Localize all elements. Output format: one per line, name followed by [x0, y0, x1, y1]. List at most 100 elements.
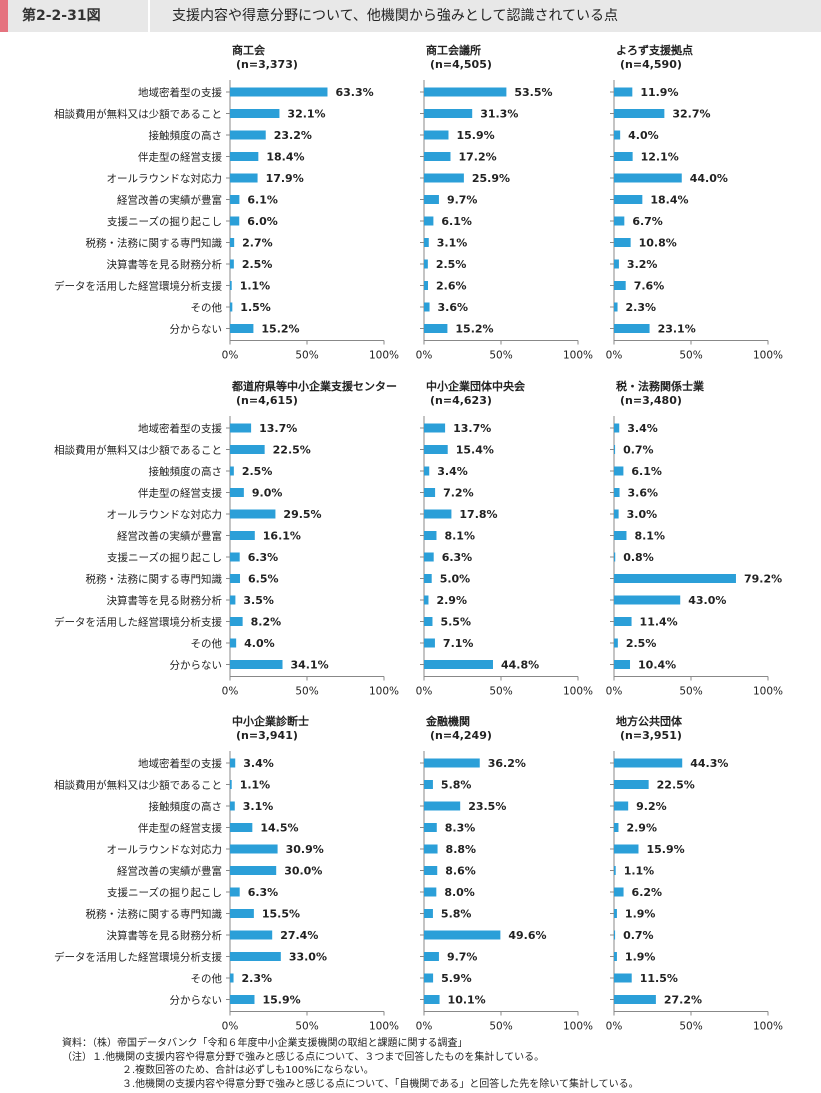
bar: [424, 152, 451, 161]
bar: [424, 423, 446, 433]
bar: [230, 780, 232, 789]
x-tick-label: 0%: [416, 1021, 433, 1033]
bar: [424, 195, 439, 204]
bar: [230, 259, 234, 269]
bar-value-label: 8.1%: [634, 530, 665, 543]
bar-value-label: 4.0%: [244, 637, 275, 650]
bar: [230, 595, 236, 605]
note-source: 資料：（株）帝国データバンク「令和６年度中小企業支援機関の取組と課題に関する調査…: [62, 1038, 468, 1049]
bar-value-label: 5.5%: [440, 616, 471, 629]
bar: [424, 973, 434, 983]
bar-value-label: 1.1%: [240, 779, 271, 792]
bar-value-label: 49.6%: [508, 929, 546, 942]
category-label: 税務・法務に関する専門知識: [86, 908, 223, 921]
figure-title: 支援内容や得意分野について、他機関から強みとして認識されている点: [150, 0, 821, 32]
bar-value-label: 8.6%: [445, 865, 476, 878]
bar-value-label: 2.5%: [436, 258, 467, 271]
category-label: 接触頻度の高さ: [149, 465, 223, 478]
bar-value-label: 8.2%: [251, 616, 282, 629]
chart-title: 商工会議所: [426, 43, 481, 57]
bar: [614, 87, 633, 97]
bar: [424, 574, 432, 583]
bar-value-label: 0.7%: [623, 444, 654, 457]
category-label: 経営改善の実績が豊富: [117, 194, 222, 207]
bar-value-label: 3.5%: [243, 594, 274, 607]
bar: [614, 324, 650, 333]
bar: [230, 638, 237, 648]
chart-sample-size: (n=4,249): [430, 729, 492, 742]
bar: [614, 887, 624, 897]
bar-value-label: 11.5%: [640, 972, 678, 985]
note-3: ３.他機関の支援内容や得意分野で強みと感じる点について、「自機関である」と回答し…: [122, 1078, 639, 1090]
bar: [614, 973, 632, 983]
category-label: 決算書等を見る財務分析: [107, 594, 223, 607]
bar: [230, 238, 235, 247]
bar: [614, 574, 736, 583]
category-label: 相談費用が無料又は少額であること: [54, 779, 222, 792]
category-label: 経営改善の実績が豊富: [117, 530, 222, 543]
x-tick-label: 50%: [295, 686, 318, 698]
bar: [230, 973, 234, 983]
bar-value-label: 23.5%: [468, 800, 506, 813]
bar-value-label: 32.1%: [287, 108, 325, 121]
bar-value-label: 15.4%: [456, 444, 494, 457]
bar-value-label: 3.6%: [628, 487, 659, 500]
bar-value-label: 3.6%: [438, 301, 469, 314]
x-tick-label: 100%: [563, 350, 593, 362]
category-label: 税務・法務に関する専門知識: [86, 237, 223, 250]
bar-value-label: 5.0%: [440, 573, 471, 586]
bar: [614, 758, 683, 768]
bar: [230, 281, 232, 290]
bar: [614, 302, 618, 312]
bar: [424, 87, 507, 97]
bar: [230, 617, 243, 626]
bar-value-label: 3.1%: [437, 237, 468, 250]
x-tick-label: 100%: [753, 1021, 783, 1033]
bar-value-label: 25.9%: [472, 172, 510, 185]
bar: [614, 638, 618, 648]
x-tick-label: 50%: [489, 350, 512, 362]
bar: [230, 466, 234, 476]
bar-value-label: 9.7%: [447, 194, 478, 207]
bar-value-label: 3.4%: [437, 465, 468, 478]
bar: [424, 466, 430, 476]
bar-value-label: 2.3%: [242, 972, 273, 985]
x-tick-label: 50%: [679, 350, 702, 362]
bar-value-label: 3.4%: [627, 422, 658, 435]
bar-value-label: 6.0%: [247, 215, 278, 228]
bar-value-label: 1.5%: [240, 301, 271, 314]
bar-value-label: 3.0%: [627, 508, 658, 521]
bar-value-label: 8.8%: [446, 843, 477, 856]
x-tick-label: 0%: [416, 686, 433, 698]
bar-value-label: 15.5%: [262, 908, 300, 921]
bar-value-label: 15.2%: [455, 323, 493, 336]
bar-value-label: 2.6%: [436, 280, 467, 293]
x-tick-label: 0%: [222, 686, 239, 698]
bar-value-label: 7.1%: [443, 637, 474, 650]
bar: [230, 801, 235, 811]
bar: [424, 823, 437, 832]
bar: [424, 758, 480, 768]
bar-value-label: 23.1%: [658, 323, 696, 336]
chart-sample-size: (n=4,505): [430, 58, 492, 71]
x-tick-label: 100%: [369, 1021, 399, 1033]
bar-value-label: 6.2%: [632, 886, 663, 899]
bar-value-label: 8.1%: [444, 530, 475, 543]
bar-value-label: 3.1%: [243, 800, 274, 813]
bar: [230, 995, 255, 1004]
bar: [614, 995, 656, 1004]
bar-value-label: 2.5%: [242, 258, 273, 271]
bar-value-label: 13.7%: [453, 422, 491, 435]
bar-value-label: 53.5%: [514, 86, 552, 99]
note-1: （注）１.他機関の支援内容や得意分野で強みと感じる点について、３つまで回答したも…: [62, 1051, 545, 1063]
x-tick-label: 0%: [606, 350, 623, 362]
bar: [230, 823, 253, 832]
category-label: その他: [191, 972, 223, 985]
x-tick-label: 100%: [563, 686, 593, 698]
bar: [424, 531, 437, 540]
category-label: オールラウンドな対応力: [107, 172, 223, 185]
bar: [424, 552, 434, 562]
bar: [424, 216, 434, 226]
bar: [614, 109, 665, 118]
